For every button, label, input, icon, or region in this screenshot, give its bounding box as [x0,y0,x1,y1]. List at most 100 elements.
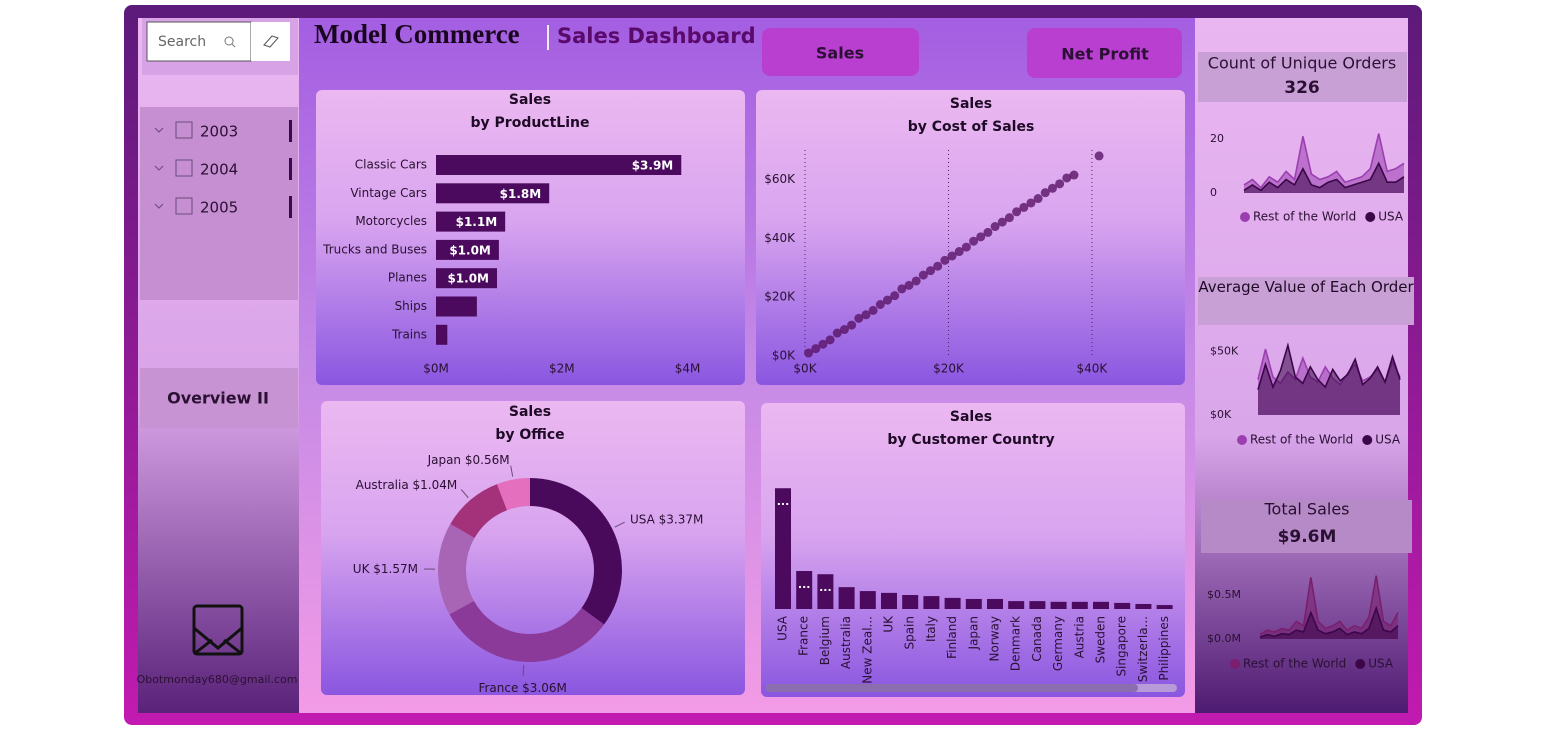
slice-category: USA [630,512,656,526]
x-tick-label: Australia [839,616,853,669]
y-tick-label: $20K [764,290,796,304]
slicer-marker [289,158,292,180]
donut-slice [530,478,622,625]
point [818,339,828,349]
bar [1029,601,1046,609]
data-label: $1.1M [456,215,498,229]
nav-button[interactable]: Overview II [167,389,269,408]
point [868,305,878,315]
bar [987,598,1003,609]
x-tick-label: Austria [1072,616,1086,658]
bar [881,592,897,609]
bar [436,211,506,232]
bar [1135,603,1152,609]
nav-card [140,368,298,428]
y-tick-label: Motorcycles [355,214,427,228]
y-tick-label: 20 [1210,132,1224,145]
button-label[interactable]: Net Profit [1061,45,1149,64]
point [882,295,892,305]
kpi-value: 326 [1284,78,1320,98]
point [940,255,950,265]
bar [965,598,982,609]
bar [436,183,550,204]
point [861,310,871,320]
leader-line [614,521,625,528]
point [997,217,1007,227]
donut-slice [438,524,475,615]
kpi-title: Count of Unique Orders [1208,54,1396,73]
x-tick-label: France [797,616,811,656]
legend-label: Rest of the World [1243,657,1346,671]
point [918,270,928,280]
point [947,251,957,261]
bar [436,268,498,289]
chevron [154,203,164,209]
year-option: 2004 [200,161,238,179]
clear-button[interactable] [251,22,290,61]
chart-subtitle: by Cost of Sales [908,119,1035,135]
legend-marker [1365,212,1376,222]
chevron [154,165,164,171]
button-label[interactable]: Sales [816,44,864,63]
point [983,227,993,237]
legend-label: USA [1378,210,1404,224]
checkbox[interactable] [175,197,193,215]
sales-button[interactable] [762,28,919,76]
data-label: $1.0M [449,243,491,257]
checkbox[interactable] [175,159,193,177]
donut-slice [497,478,530,511]
slice-value: $0.56M [465,452,510,466]
x-tick-label: $2M [549,362,575,376]
point [926,266,936,276]
area-line [1259,575,1399,636]
y-tick-label: Trains [391,327,427,341]
area-line [1259,605,1399,638]
dashboard-title: Model Commerce [314,19,520,49]
bar [436,296,477,317]
point [847,320,857,330]
slice-value: $1.57M [373,561,418,575]
slice-label: Japan $0.56M [427,452,510,466]
x-tick-label: Spain [903,616,917,650]
point [1026,198,1036,208]
y-tick-label: Classic Cars [355,158,427,172]
net-profit-button[interactable] [1027,28,1182,78]
year-option: 2005 [200,199,238,217]
checkbox[interactable] [175,121,193,139]
donut-slice [450,484,508,538]
x-tick-label: Belgium [818,616,832,665]
card [761,403,1185,697]
search-box[interactable] [146,21,252,62]
email-icon [192,604,244,656]
bar [1114,602,1131,609]
slice-category: Japan [427,452,461,466]
bar [1008,601,1025,609]
y-tick-label: $0K [1210,408,1232,421]
search-icon [224,36,234,46]
kpi-card [1201,500,1412,553]
dashboard-subtitle: Sales Dashboard [557,24,756,48]
card [321,401,745,695]
point [954,247,964,257]
search-icon [231,43,236,48]
scrollbar-thumb[interactable] [766,684,1138,692]
kpi-value: $9.6M [1278,527,1337,547]
bar [436,155,682,175]
legend-label: USA [1375,433,1401,447]
point [890,291,900,301]
point [1047,183,1057,193]
x-tick-label: Italy [924,616,938,642]
x-tick-label: Germany [1051,616,1065,671]
area-line [1257,342,1401,390]
legend-marker [1362,435,1373,445]
bar [1071,601,1088,609]
x-tick-label: $40K [1077,362,1109,376]
bar [817,574,834,609]
legend-marker [1240,212,1250,222]
slice-value: $1.04M [413,477,458,491]
y-tick-label: $60K [764,172,796,186]
kpi-card [1198,52,1407,102]
bar [1093,601,1109,609]
x-tick-label: Singapore [1115,616,1129,677]
